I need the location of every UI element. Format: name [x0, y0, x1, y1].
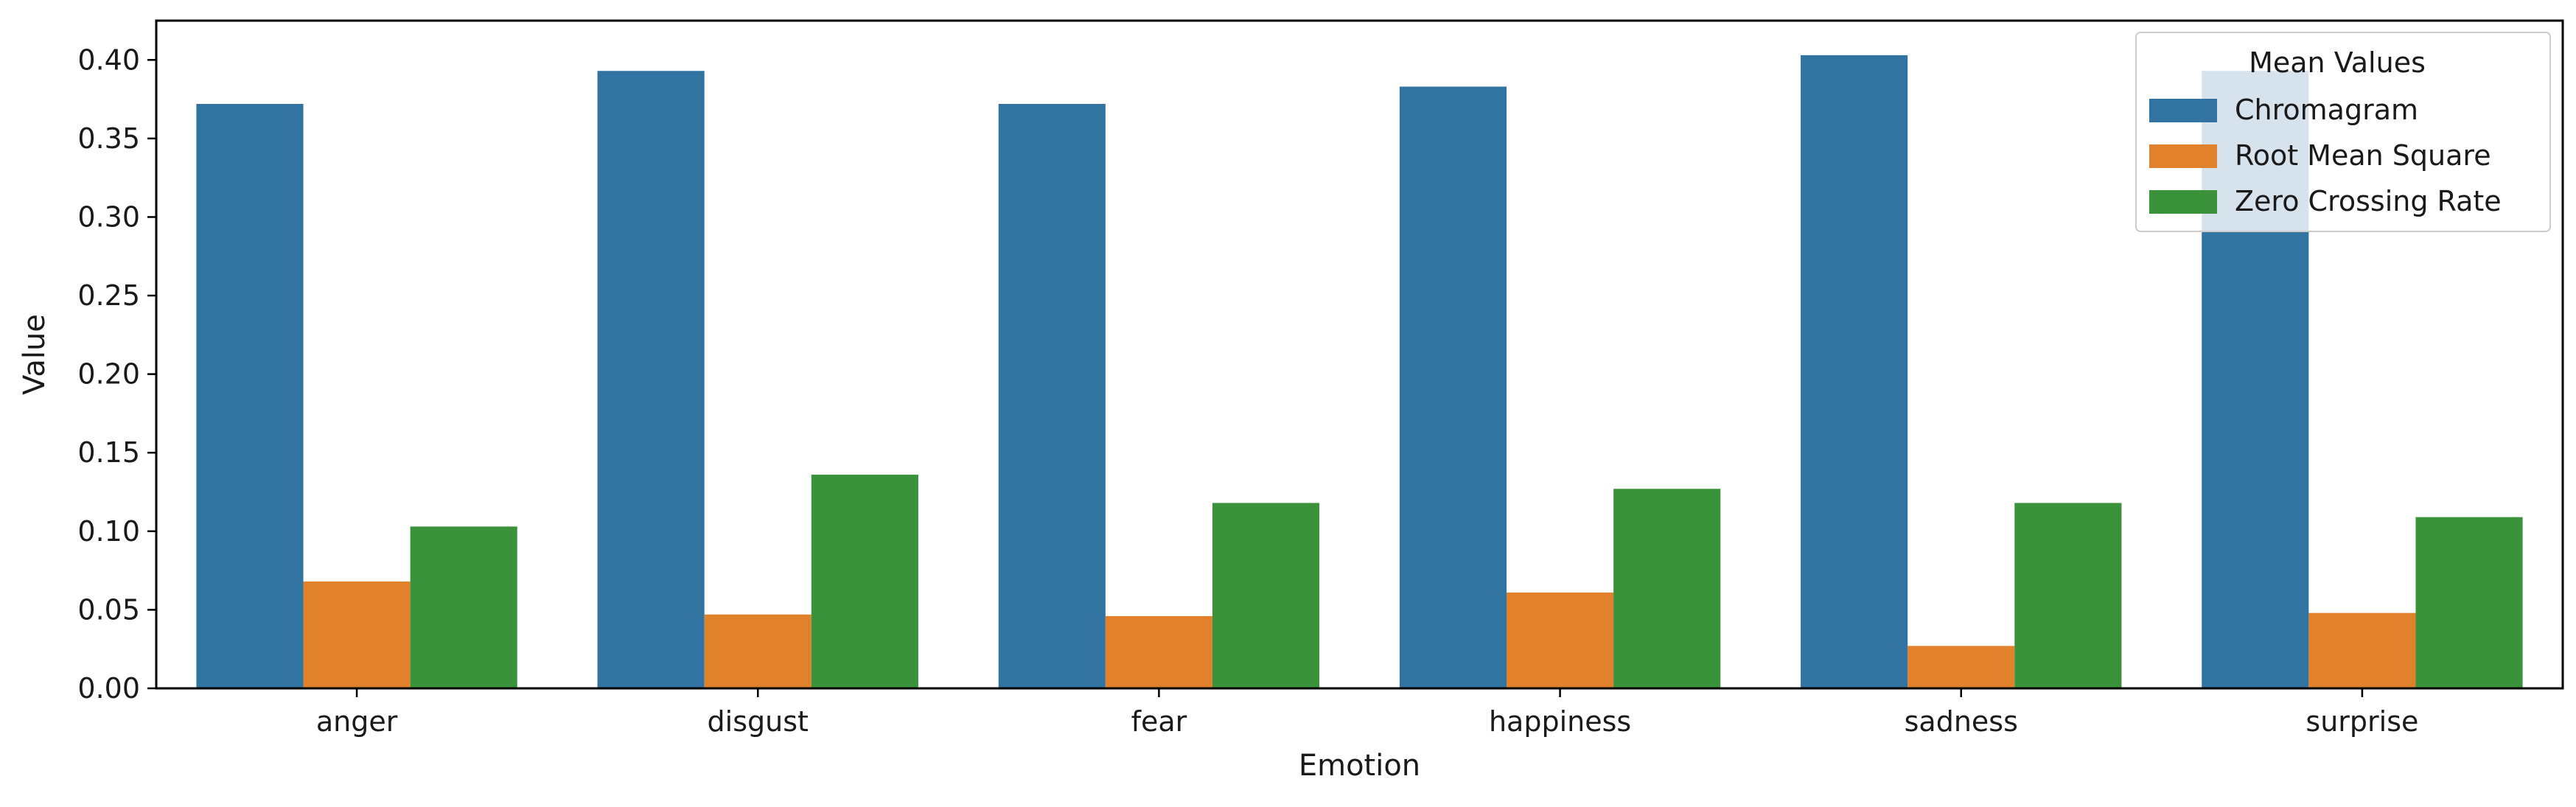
bar-sadness-root-mean-square [1907, 646, 2015, 688]
legend-items: Chromagram Root Mean Square Zero Crossing … [2149, 94, 2502, 217]
legend-swatch [2149, 190, 2217, 214]
bar-anger-chromagram [196, 103, 304, 689]
x-tick-label: sadness [1905, 705, 2018, 738]
bar-disgust-zero-crossing-rate [811, 475, 918, 688]
y-tick-label: 0.05 [77, 593, 140, 626]
bar-happiness-zero-crossing-rate [1613, 489, 1721, 688]
legend-label: Root Mean Square [2235, 139, 2491, 172]
bar-anger-root-mean-square [303, 581, 411, 688]
legend-swatch [2149, 144, 2217, 168]
bar-sadness-zero-crossing-rate [2014, 503, 2122, 688]
y-axis-title: Value [18, 314, 52, 395]
x-tick-label: anger [316, 705, 398, 738]
bar-fear-root-mean-square [1105, 615, 1212, 688]
bar-surprise-zero-crossing-rate [2415, 517, 2523, 688]
bar-disgust-root-mean-square [704, 614, 811, 688]
bar-anger-zero-crossing-rate [410, 526, 517, 688]
legend-title: Mean Values [2249, 46, 2426, 79]
y-tick-label: 0.10 [77, 515, 140, 548]
y-axis: 0.00 0.05 0.10 0.15 0.20 0.25 0.30 0.35 0.40 [77, 43, 156, 705]
legend-label: Zero Crossing Rate [2235, 185, 2502, 217]
legend-box [2135, 32, 2551, 232]
bar-surprise-root-mean-square [2308, 612, 2416, 688]
bar-disgust-chromagram [597, 71, 705, 688]
y-tick-label: 0.15 [77, 436, 140, 469]
y-tick-label: 0.00 [77, 672, 140, 705]
y-tick-label: 0.40 [77, 43, 140, 76]
legend: Mean Values Chromagram Root Mean Square Ze… [2135, 32, 2551, 232]
x-tick-label: disgust [708, 705, 809, 738]
legend-swatch [2149, 99, 2217, 122]
x-tick-label: surprise [2306, 705, 2418, 738]
y-tick-label: 0.35 [77, 122, 140, 155]
bars-layer [196, 55, 2523, 689]
x-axis-title: Emotion [1299, 749, 1420, 783]
x-tick-label: fear [1131, 705, 1187, 738]
legend-label: Chromagram [2235, 94, 2418, 126]
bar-sadness-chromagram [1801, 55, 1908, 689]
y-tick-label: 0.20 [77, 358, 140, 391]
plot-area-frame [155, 19, 2564, 690]
bar-happiness-chromagram [1399, 86, 1507, 688]
y-tick-label: 0.25 [77, 279, 140, 312]
bar-fear-zero-crossing-rate [1212, 503, 1320, 688]
y-tick-label: 0.30 [77, 200, 140, 233]
bar-happiness-root-mean-square [1507, 592, 1614, 688]
x-tick-label: happiness [1489, 705, 1631, 738]
x-axis: anger disgust fear happiness sadness surprise [316, 688, 2418, 738]
bar-fear-chromagram [998, 103, 1106, 689]
